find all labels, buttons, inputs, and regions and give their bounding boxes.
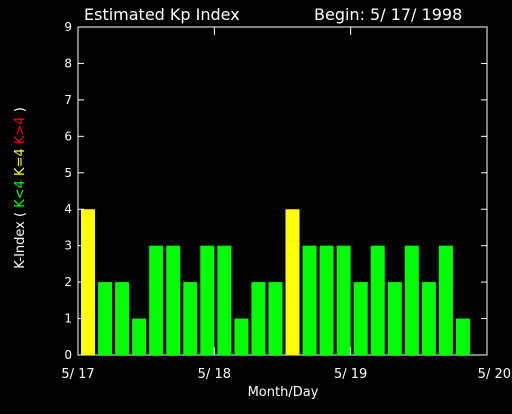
kp-bar <box>217 245 232 355</box>
y-tick-label: 3 <box>64 239 72 253</box>
kp-bar <box>455 318 470 355</box>
kp-bar <box>285 209 300 355</box>
y-axis-label-part: K=4 <box>13 148 28 180</box>
y-tick-label: 8 <box>64 56 72 70</box>
kp-bar <box>98 282 113 355</box>
kp-bar <box>421 282 436 355</box>
kp-bar <box>336 245 351 355</box>
x-tick-label: 5/ 18 <box>198 367 231 382</box>
chart-title: Estimated Kp Index <box>84 5 240 24</box>
x-tick-label: 5/ 19 <box>334 367 367 382</box>
kp-bar <box>251 282 266 355</box>
kp-bar <box>183 282 198 355</box>
y-tick-label: 9 <box>64 20 72 34</box>
kp-bar <box>319 245 334 355</box>
y-tick-label: 2 <box>64 275 72 289</box>
y-tick-label: 1 <box>64 312 72 326</box>
y-axis-label-part: K<4 <box>13 180 28 208</box>
y-tick-label: 4 <box>64 202 72 216</box>
kp-bar <box>353 282 368 355</box>
y-tick-label: 0 <box>64 348 72 362</box>
x-axis-label: Month/Day <box>248 385 319 400</box>
kp-bar <box>268 282 283 355</box>
x-tick-label: 5/ 17 <box>61 367 94 382</box>
kp-bar <box>81 209 96 355</box>
kp-bar <box>404 245 419 355</box>
y-tick-label: 5 <box>64 166 72 180</box>
kp-bar <box>234 318 249 355</box>
x-ticks-layer: 5/ 17 5/ 18 5/ 19 5/ 20 <box>61 27 511 382</box>
y-tick-label: 6 <box>64 129 72 143</box>
y-axis-label-part: K>4 <box>13 116 28 148</box>
bars-layer <box>81 209 470 355</box>
kp-bar <box>302 245 317 355</box>
y-tick-label: 7 <box>64 93 72 107</box>
y-axis-label-part: ) <box>13 107 28 116</box>
y-ticks-layer: 0 1 2 3 4 5 6 7 8 9 <box>64 20 487 362</box>
kp-bar <box>149 245 164 355</box>
x-tick-label: 5/ 20 <box>478 367 511 382</box>
kp-bar <box>200 245 215 355</box>
y-axis-label: K-Index ( K<4 K=4 K>4 ) <box>13 107 28 269</box>
kp-bar <box>438 245 453 355</box>
kp-bar <box>166 245 181 355</box>
kp-bar <box>132 318 147 355</box>
begin-date-label: Begin: 5/ 17/ 1998 <box>314 5 462 24</box>
kp-bar <box>370 245 385 355</box>
y-axis-label-part: K-Index ( <box>13 208 28 269</box>
kp-bar <box>115 282 130 355</box>
kp-bar <box>387 282 402 355</box>
